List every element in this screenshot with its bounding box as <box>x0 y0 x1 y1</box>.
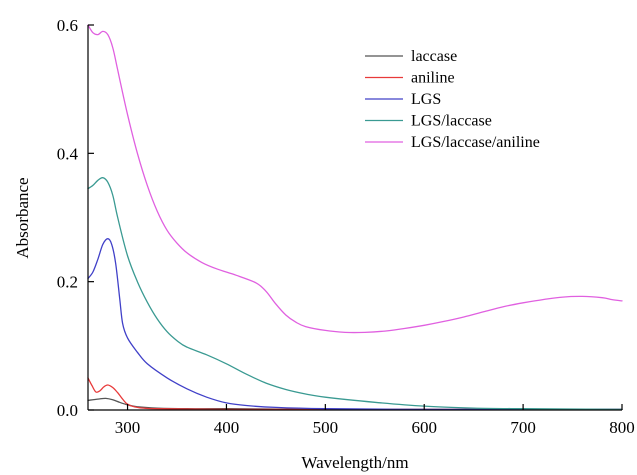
y-ticks: 0.0 0.2 0.4 0.6 <box>57 16 94 420</box>
legend-label: LGS <box>411 91 441 108</box>
legend-item-lgs-laccase-aniline: LGS/laccase/aniline <box>365 134 540 151</box>
series-line-aniline <box>87 377 623 411</box>
series-line-lgs-laccase <box>87 177 623 411</box>
legend-label: aniline <box>411 70 455 87</box>
legend-item-lgs: LGS <box>365 91 441 108</box>
y-tick-label: 0.4 <box>57 144 79 163</box>
y-tick-label: 0.0 <box>57 401 78 420</box>
legend-label: laccase <box>411 48 457 65</box>
series-layer <box>87 24 623 411</box>
series-line-lgs <box>87 238 623 411</box>
x-ticks: 300 400 500 600 700 800 <box>115 404 635 437</box>
y-tick-label: 0.6 <box>57 16 78 35</box>
legend-item-laccase: laccase <box>365 48 457 65</box>
x-tick-label: 600 <box>411 418 437 437</box>
x-tick-label: 700 <box>510 418 536 437</box>
plot-area: 300 400 500 600 700 800 0.0 0.2 0.4 0.6 <box>57 16 635 437</box>
legend: laccase aniline LGS LGS/laccase LGS/laccase/… <box>365 48 540 151</box>
x-axis-title: Wavelength/nm <box>301 453 408 472</box>
y-axis-title: Absorbance <box>13 177 32 258</box>
legend-label: LGS/laccase <box>411 113 492 130</box>
legend-item-lgs-laccase: LGS/laccase <box>365 113 492 130</box>
legend-item-aniline: aniline <box>365 70 455 87</box>
x-tick-label: 500 <box>313 418 339 437</box>
x-tick-label: 800 <box>609 418 635 437</box>
series-line-lgs-laccase-aniline <box>87 24 623 334</box>
y-tick-label: 0.2 <box>57 273 78 292</box>
legend-label: LGS/laccase/aniline <box>411 134 540 151</box>
x-tick-label: 400 <box>214 418 240 437</box>
x-tick-label: 300 <box>115 418 141 437</box>
